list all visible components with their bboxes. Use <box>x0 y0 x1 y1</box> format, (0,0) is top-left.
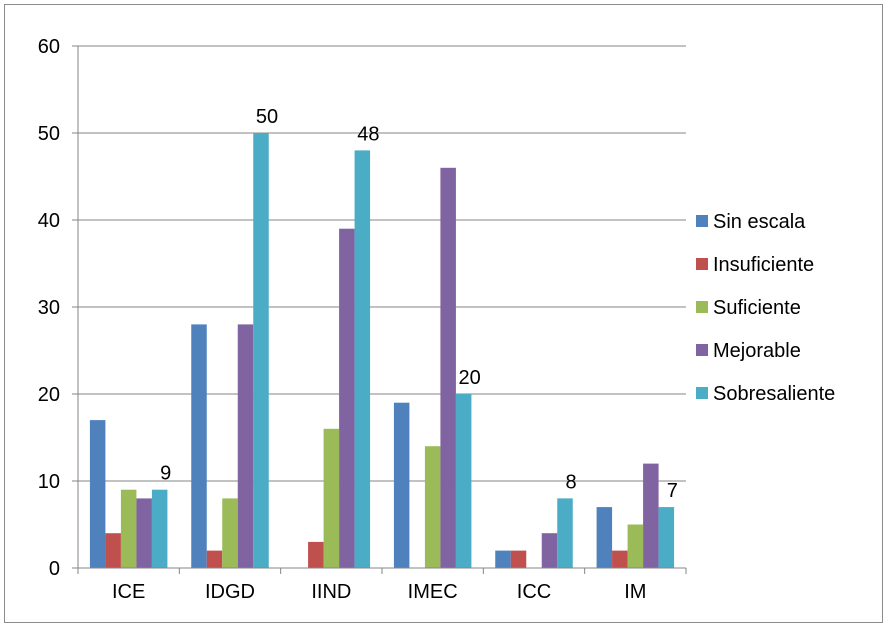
bar-sin-escala-im <box>596 507 613 568</box>
bar-sobresaliente-idgd <box>253 133 269 568</box>
y-tick-label: 20 <box>38 384 60 406</box>
legend-label: Sobresaliente <box>713 383 835 405</box>
y-tick-label: 10 <box>38 471 60 493</box>
legend-label: Insuficiente <box>713 254 814 276</box>
x-tick-label: IMEC <box>408 581 458 603</box>
bar-suficiente-idgd <box>222 498 238 568</box>
bar-sobresaliente-icc <box>557 498 573 568</box>
x-tick-labels: ICE IDGD IIND IMEC ICC IM <box>112 581 646 603</box>
bar-suficiente-ice <box>120 489 137 568</box>
bar-mejorable-icc <box>541 533 558 568</box>
bar-insuficiente-iind <box>308 541 324 568</box>
bar-suficiente-im <box>627 524 644 568</box>
bar-mejorable-imec <box>440 167 456 569</box>
y-tick-label: 0 <box>49 558 60 580</box>
bar-sin-escala-idgd <box>191 324 207 568</box>
data-label: 50 <box>256 106 278 128</box>
bar-insuficiente-ice <box>105 533 121 568</box>
y-tick-label: 50 <box>38 123 60 145</box>
legend-label: Suficiente <box>713 297 801 319</box>
bar-sobresaliente-ice <box>151 489 168 568</box>
bar-sin-escala-icc <box>495 550 511 568</box>
y-tick-label: 30 <box>38 297 60 319</box>
legend-swatch <box>696 301 708 313</box>
axes <box>72 45 687 574</box>
bar-sin-escala-imec <box>393 402 410 568</box>
y-tick-label: 40 <box>38 210 60 232</box>
bar-mejorable-ice <box>136 498 152 568</box>
x-tick-label: ICC <box>517 581 551 603</box>
legend-swatch <box>696 258 708 270</box>
legend-swatch <box>696 387 708 399</box>
bar-insuficiente-im <box>612 550 628 568</box>
bar-insuficiente-idgd <box>206 550 223 568</box>
data-label: 8 <box>565 471 576 493</box>
bar-sin-escala-ice <box>89 420 106 568</box>
x-tick-label: IM <box>624 581 646 603</box>
legend: Sin escala Insuficiente Suficiente Mejorabl… <box>696 211 835 405</box>
bar-insuficiente-icc <box>510 550 527 568</box>
y-tick-labels: 0 10 20 30 40 50 60 <box>38 36 60 580</box>
data-label: 20 <box>459 367 481 389</box>
bars <box>89 133 675 569</box>
bar-suficiente-iind <box>323 428 340 568</box>
x-tick-label: IDGD <box>205 581 255 603</box>
legend-swatch <box>696 344 708 356</box>
bar-suficiente-imec <box>424 446 441 568</box>
legend-label: Mejorable <box>713 340 801 362</box>
bar-mejorable-idgd <box>237 324 254 568</box>
data-label: 9 <box>160 463 171 485</box>
bar-mejorable-im <box>643 463 659 568</box>
bar-sobresaliente-im <box>658 507 675 568</box>
bar-mejorable-iind <box>339 228 355 568</box>
bar-sobresaliente-iind <box>354 150 371 568</box>
legend-swatch <box>696 215 708 227</box>
legend-label: Sin escala <box>713 211 806 233</box>
x-tick-label: ICE <box>112 581 145 603</box>
y-tick-label: 60 <box>38 36 60 58</box>
data-labels: 9 50 48 20 8 7 <box>160 106 678 502</box>
bar-sobresaliente-imec <box>455 394 472 568</box>
data-label: 48 <box>357 123 379 145</box>
gridlines <box>78 45 686 482</box>
data-label: 7 <box>667 480 678 502</box>
x-tick-label: IIND <box>311 581 351 603</box>
